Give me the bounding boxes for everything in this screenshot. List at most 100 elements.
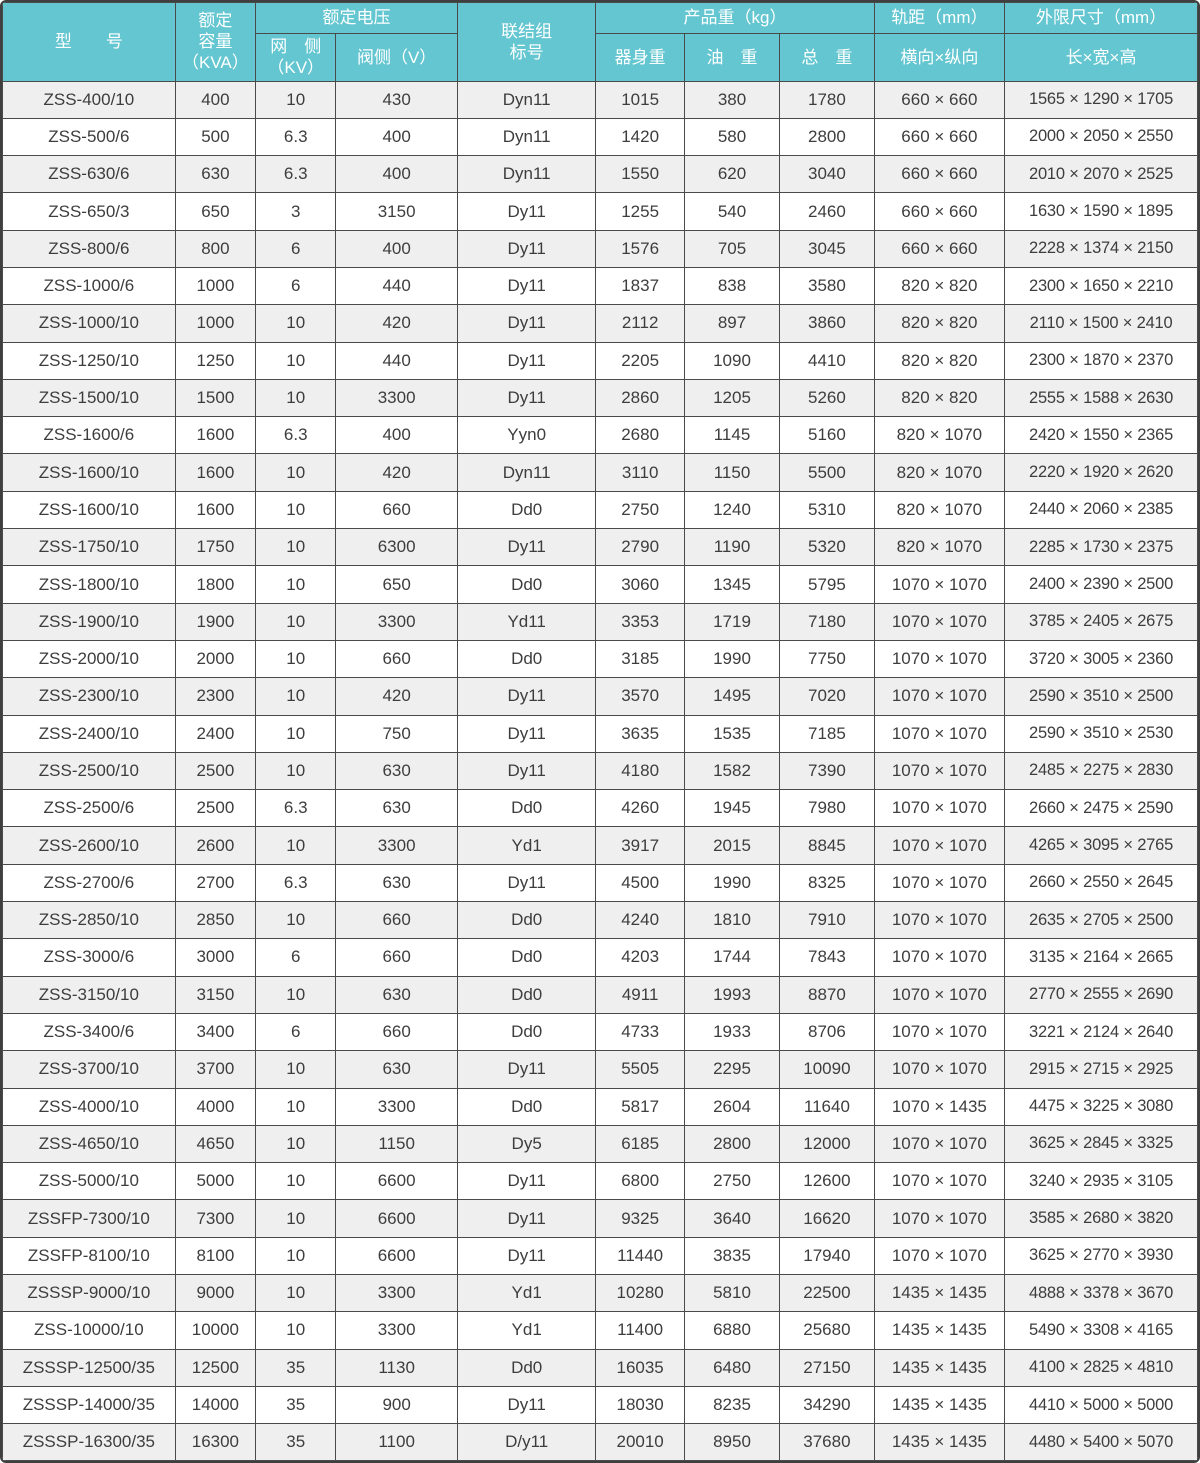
cell-grid-kv: 10 bbox=[255, 1050, 337, 1089]
table-row: ZSS-500/6 500 6.3 400 Dyn11 1420 580 2800 660 × … bbox=[2, 117, 1198, 157]
cell-valve-v: 400 bbox=[335, 416, 458, 455]
header-vector-group: 联结组 标号 bbox=[456, 2, 597, 82]
cell-vector: Dyn11 bbox=[456, 453, 597, 492]
cell-grid-kv: 10 bbox=[255, 639, 337, 679]
cell-valve-v: 3300 bbox=[335, 826, 458, 865]
cell-model: ZSS-1000/10 bbox=[2, 304, 176, 343]
cell-dimensions: 5490 × 3308 × 4165 bbox=[1004, 1311, 1198, 1350]
cell-kva: 9000 bbox=[174, 1273, 257, 1313]
cell-oil-weight: 1945 bbox=[683, 789, 781, 828]
header-product-weight: 产品重（kg） bbox=[595, 2, 875, 34]
cell-model: ZSS-2700/6 bbox=[2, 863, 176, 903]
header-gauge-sub: 横向×纵向 bbox=[873, 33, 1006, 82]
cell-kva: 1000 bbox=[174, 304, 257, 343]
cell-model: ZSS-2500/6 bbox=[2, 789, 176, 828]
cell-grid-kv: 6 bbox=[255, 1012, 337, 1052]
cell-grid-kv: 10 bbox=[255, 304, 337, 343]
table-row: ZSS-630/6 630 6.3 400 Dyn11 1550 620 3040 660 × … bbox=[2, 155, 1198, 194]
cell-gauge: 1070 × 1435 bbox=[873, 1087, 1006, 1126]
table-row: ZSS-3150/10 3150 10 630 Dd0 4911 1993 8870 1070 … bbox=[2, 975, 1198, 1014]
cell-body-weight: 6800 bbox=[595, 1162, 685, 1201]
cell-kva: 1750 bbox=[174, 528, 257, 567]
cell-kva: 8100 bbox=[174, 1236, 257, 1276]
cell-vector: Dy11 bbox=[456, 266, 597, 306]
table-row: ZSS-1000/6 1000 6 440 Dy11 1837 838 3580 820 × 8… bbox=[2, 266, 1198, 306]
cell-gauge: 660 × 660 bbox=[873, 155, 1006, 194]
cell-total-weight: 2800 bbox=[779, 117, 875, 157]
cell-oil-weight: 6480 bbox=[683, 1348, 781, 1387]
table-row: ZSS-1800/10 1800 10 650 Dd0 3060 1345 5795 1070 … bbox=[2, 565, 1198, 604]
cell-valve-v: 400 bbox=[335, 229, 458, 268]
cell-valve-v: 630 bbox=[335, 975, 458, 1014]
cell-grid-kv: 10 bbox=[255, 528, 337, 567]
cell-grid-kv: 35 bbox=[255, 1423, 337, 1462]
table-row: ZSS-1000/10 1000 10 420 Dy11 2112 897 3860 820 ×… bbox=[2, 304, 1198, 343]
cell-total-weight: 8325 bbox=[779, 863, 875, 903]
cell-total-weight: 7843 bbox=[779, 938, 875, 977]
cell-body-weight: 1255 bbox=[595, 192, 685, 231]
cell-oil-weight: 1345 bbox=[683, 565, 781, 604]
cell-gauge: 1435 × 1435 bbox=[873, 1348, 1006, 1387]
cell-total-weight: 7910 bbox=[779, 901, 875, 940]
cell-dimensions: 2590 × 3510 × 2500 bbox=[1004, 677, 1198, 716]
cell-kva: 7300 bbox=[174, 1199, 257, 1238]
cell-body-weight: 3353 bbox=[595, 602, 685, 641]
cell-vector: Dyn11 bbox=[456, 80, 597, 119]
cell-valve-v: 6600 bbox=[335, 1236, 458, 1276]
table-row: ZSS-1600/6 1600 6.3 400 Yyn0 2680 1145 5160 820 … bbox=[2, 416, 1198, 455]
cell-valve-v: 1150 bbox=[335, 1124, 458, 1164]
cell-valve-v: 750 bbox=[335, 714, 458, 753]
cell-kva: 2500 bbox=[174, 751, 257, 791]
cell-oil-weight: 1990 bbox=[683, 639, 781, 679]
cell-kva: 400 bbox=[174, 80, 257, 119]
cell-valve-v: 420 bbox=[335, 304, 458, 343]
cell-grid-kv: 35 bbox=[255, 1348, 337, 1387]
header-grid-side: 网 侧 （KV） bbox=[255, 33, 337, 82]
table-row: ZSS-4000/10 4000 10 3300 Dd0 5817 2604 11640 107… bbox=[2, 1087, 1198, 1126]
cell-kva: 10000 bbox=[174, 1311, 257, 1350]
cell-body-weight: 4180 bbox=[595, 751, 685, 791]
cell-oil-weight: 380 bbox=[683, 80, 781, 119]
cell-gauge: 1070 × 1070 bbox=[873, 714, 1006, 753]
header-body-weight: 器身重 bbox=[595, 33, 685, 82]
cell-kva: 1500 bbox=[174, 378, 257, 418]
cell-oil-weight: 5810 bbox=[683, 1273, 781, 1313]
cell-kva: 2700 bbox=[174, 863, 257, 903]
cell-vector: Dy11 bbox=[456, 1236, 597, 1276]
cell-grid-kv: 6.3 bbox=[255, 155, 337, 194]
cell-oil-weight: 1582 bbox=[683, 751, 781, 791]
cell-gauge: 1070 × 1070 bbox=[873, 826, 1006, 865]
cell-vector: Dyn11 bbox=[456, 117, 597, 157]
cell-model: ZSS-4650/10 bbox=[2, 1124, 176, 1164]
cell-oil-weight: 8235 bbox=[683, 1385, 781, 1425]
cell-dimensions: 4100 × 2825 × 4810 bbox=[1004, 1348, 1198, 1387]
cell-vector: Dy11 bbox=[456, 304, 597, 343]
cell-dimensions: 2228 × 1374 × 2150 bbox=[1004, 229, 1198, 268]
cell-vector: Dy11 bbox=[456, 528, 597, 567]
cell-body-weight: 1576 bbox=[595, 229, 685, 268]
cell-vector: Dd0 bbox=[456, 789, 597, 828]
cell-total-weight: 7750 bbox=[779, 639, 875, 679]
cell-dimensions: 2660 × 2475 × 2590 bbox=[1004, 789, 1198, 828]
cell-dimensions: 1565 × 1290 × 1705 bbox=[1004, 80, 1198, 119]
cell-gauge: 1070 × 1070 bbox=[873, 975, 1006, 1014]
cell-body-weight: 9325 bbox=[595, 1199, 685, 1238]
cell-kva: 2600 bbox=[174, 826, 257, 865]
cell-oil-weight: 2015 bbox=[683, 826, 781, 865]
cell-model: ZSS-1600/10 bbox=[2, 453, 176, 492]
cell-valve-v: 3300 bbox=[335, 1087, 458, 1126]
cell-dimensions: 2420 × 1550 × 2365 bbox=[1004, 416, 1198, 455]
cell-model: ZSS-1900/10 bbox=[2, 602, 176, 641]
cell-vector: Yd11 bbox=[456, 602, 597, 641]
cell-vector: Dy11 bbox=[456, 1385, 597, 1425]
table-row: ZSS-2400/10 2400 10 750 Dy11 3635 1535 7185 1070… bbox=[2, 714, 1198, 753]
cell-oil-weight: 1205 bbox=[683, 378, 781, 418]
cell-gauge: 820 × 820 bbox=[873, 341, 1006, 380]
cell-model: ZSS-1800/10 bbox=[2, 565, 176, 604]
header-oil-weight: 油 重 bbox=[683, 33, 781, 82]
table-row: ZSS-4650/10 4650 10 1150 Dy5 6185 2800 12000 107… bbox=[2, 1124, 1198, 1164]
cell-kva: 630 bbox=[174, 155, 257, 194]
cell-dimensions: 2555 × 1588 × 2630 bbox=[1004, 378, 1198, 418]
cell-gauge: 1435 × 1435 bbox=[873, 1273, 1006, 1313]
cell-grid-kv: 6.3 bbox=[255, 117, 337, 157]
